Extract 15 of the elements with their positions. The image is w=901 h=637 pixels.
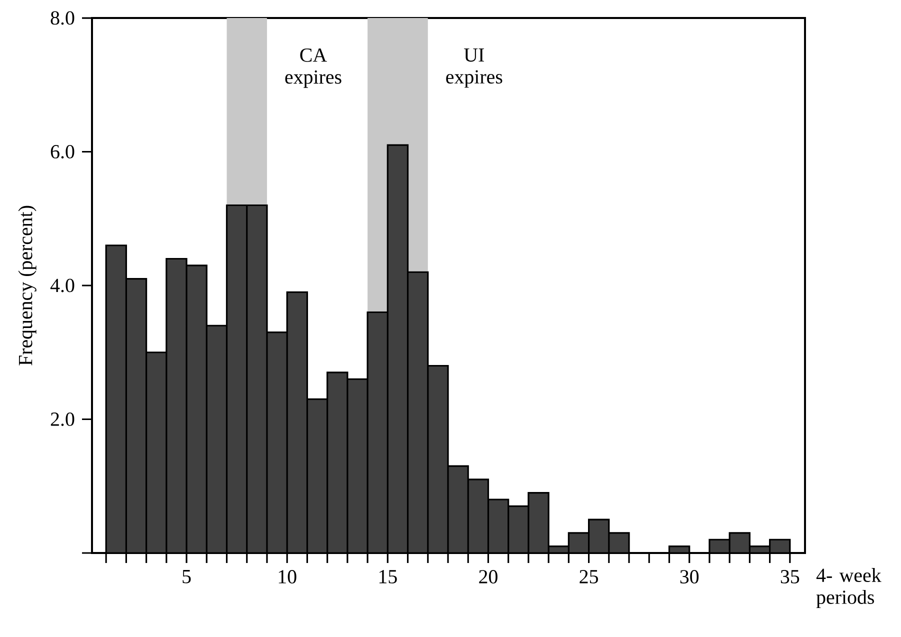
y-tick-label: 6.0 [50,144,74,159]
x-tick-label: 15 [379,570,397,584]
x-tick-label: 30 [680,570,699,584]
x-tick-label: 35 [780,570,800,584]
x-tick-label: 25 [580,570,598,584]
x-axis-title: 4- week periods [816,568,882,608]
y-tick-label: 2.0 [50,412,74,426]
x-tick-label: 10 [278,570,296,584]
x-tick-label: 5 [182,570,191,584]
band-label: UI expires [446,48,502,88]
y-tick-label: 4.0 [50,278,74,292]
band-label: CA expires [285,48,342,88]
x-tick-label: 20 [479,570,498,584]
y-tick-label: 8.0 [50,11,74,25]
y-axis-title: Frequency (percent) [18,206,36,366]
